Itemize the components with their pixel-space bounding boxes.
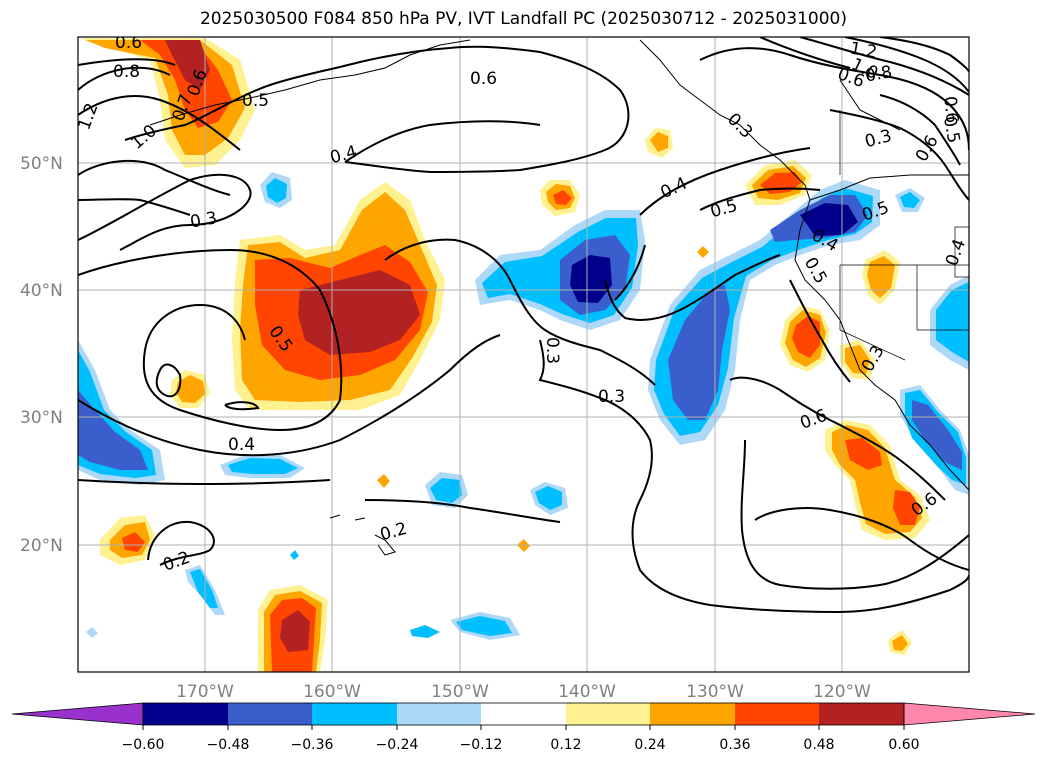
contour-label: 0.8 [864,62,894,86]
contour-label: 0.3 [189,208,219,232]
contour-label: 0.6 [115,33,142,53]
pv-positive-shading [80,38,930,672]
colorbar-bin [312,703,397,725]
contour-label: 0.8 [113,62,140,82]
lon-label-140w: 140°W [558,682,616,702]
colorbar-tick-label: −0.12 [460,737,503,753]
colorbar-bin [819,703,904,725]
contour-label: 0.3 [598,387,625,407]
colorbar-tick-label: −0.60 [122,737,165,753]
colorbar-tick-label: −0.48 [207,737,250,753]
colorbar-bin [481,703,566,725]
lat-label-50n: 50°N [20,154,63,174]
colorbar-tick-label: −0.36 [291,737,334,753]
colorbar-bin [228,703,312,725]
colorbar-max-extend [903,702,1036,726]
lat-label-40n: 40°N [20,281,63,301]
colorbar-bin [143,703,228,725]
colorbar: −0.60 −0.48 −0.36 −0.24 −0.12 0.12 0.24 … [11,702,1036,753]
contour-label: 1.2 [848,38,878,62]
colorbar-bin [566,703,650,725]
latitude-labels: 50°N 40°N 30°N 20°N [20,154,63,556]
lon-label-170w: 170°W [176,682,234,702]
colorbar-bin [650,703,735,725]
lat-label-20n: 20°N [20,536,63,556]
colorbar-tick-label: 0.60 [888,737,919,753]
lat-label-30n: 30°N [20,408,63,428]
contour-label: 0.4 [228,435,255,455]
colorbar-tick-label: 0.36 [719,737,750,753]
colorbar-bin [735,703,819,725]
lon-label-120w: 120°W [813,682,871,702]
map-title: 2025030500 F084 850 hPa PV, IVT Landfall… [199,9,847,29]
colorbar-tick-label: 0.24 [634,737,665,753]
colorbar-tick-label: 0.12 [550,737,581,753]
political-boundaries [839,110,969,361]
map-area: 0.6 0.8 1.2 1.0 0.7 0.6 0.5 0.6 0.4 0.3 … [78,33,969,672]
ivt-contours [78,37,969,614]
lon-label-160w: 160°W [303,682,361,702]
map-frame [77,36,970,673]
contour-label: 0.3 [542,337,562,364]
colorbar-bin [397,703,481,725]
lon-label-150w: 150°W [431,682,489,702]
colorbar-min-extend [11,702,144,726]
lon-label-130w: 130°W [686,682,744,702]
contour-label: 0.6 [470,69,497,89]
longitude-labels: 170°W 160°W 150°W 140°W 130°W 120°W [176,682,871,702]
contour-label: 0.5 [242,91,269,111]
colorbar-tick-label: 0.48 [803,737,834,753]
contour-label: 0.5 [939,115,963,145]
contour-label: 0.6 [939,95,961,124]
gridlines [78,37,969,672]
colorbar-tick-label: −0.24 [376,737,419,753]
